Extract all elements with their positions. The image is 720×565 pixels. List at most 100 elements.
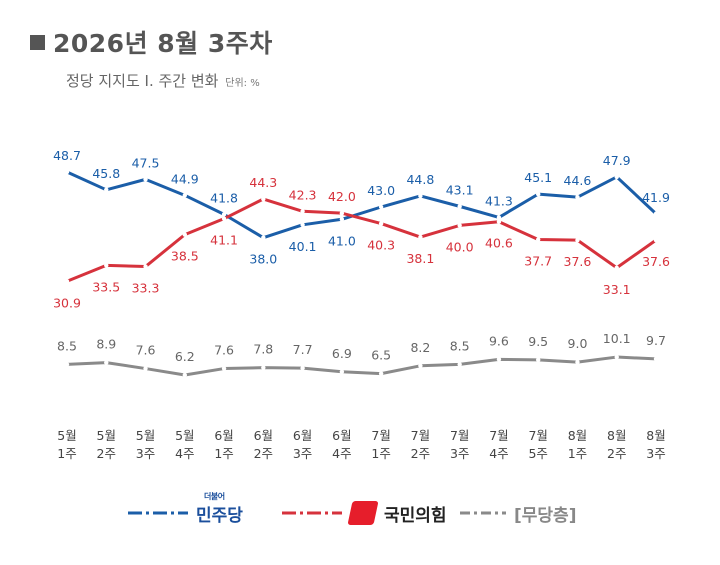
- chart-title: 2026년 8월 3주차: [30, 24, 273, 60]
- x-tick-month-1: 5월: [97, 428, 116, 443]
- data-label-ppp-7: 42.0: [328, 189, 356, 204]
- point-ppp-7: [339, 210, 345, 216]
- point-dem-4: [221, 212, 227, 217]
- data-label-ppp-13: 37.6: [564, 254, 592, 269]
- data-label-ind-10: 8.5: [450, 338, 470, 353]
- x-tick-month-0: 5월: [57, 428, 76, 443]
- x-tick-week-12: 5주: [528, 446, 547, 461]
- data-label-dem-7: 41.0: [328, 233, 356, 248]
- point-dem-12: [536, 191, 541, 197]
- data-label-dem-12: 45.1: [524, 170, 552, 185]
- data-label-ind-8: 6.5: [371, 348, 391, 363]
- x-tick-month-13: 8월: [568, 428, 587, 443]
- data-label-ppp-5: 44.3: [249, 175, 277, 190]
- line-chart: 48.7 45.8 47.5 44.9 41.8 38.0 40.1 41.0 43.0 44.8…: [53, 148, 670, 461]
- point-dem-8: [378, 204, 384, 210]
- x-tick-month-5: 6월: [254, 428, 273, 443]
- point-ind-15: [653, 356, 659, 362]
- data-label-dem-11: 41.3: [485, 193, 513, 208]
- title-square-icon: [30, 35, 45, 50]
- point-ppp-2: [143, 264, 148, 269]
- data-label-ppp-14: 33.1: [603, 282, 631, 297]
- x-tick-week-14: 2주: [607, 446, 626, 461]
- data-label-dem-3: 44.9: [171, 171, 199, 186]
- legend-label-ppp: 국민의힘: [384, 505, 447, 526]
- data-label-ind-6: 7.7: [293, 342, 313, 357]
- data-label-dem-0: 48.7: [53, 148, 81, 163]
- point-dem-9: [418, 193, 423, 199]
- legend-label-independent: [무당층]: [514, 505, 577, 526]
- x-tick-month-14: 8월: [607, 428, 626, 443]
- data-label-ppp-12: 37.7: [524, 254, 552, 269]
- point-ind-9: [418, 363, 423, 368]
- legend-line-ppp: [282, 511, 342, 515]
- point-ppp-9: [418, 234, 423, 240]
- x-tick-week-13: 1주: [568, 446, 587, 461]
- data-label-ind-9: 8.2: [410, 340, 430, 355]
- data-label-ind-13: 9.0: [568, 336, 588, 351]
- data-label-dem-13: 44.6: [564, 173, 592, 188]
- data-label-dem-1: 45.8: [92, 166, 120, 181]
- data-label-ind-15: 9.7: [646, 333, 666, 348]
- x-tick-month-10: 7월: [450, 428, 469, 443]
- legend-item-democratic: 더불어 민주당: [128, 491, 243, 531]
- data-label-ppp-9: 38.1: [406, 251, 434, 266]
- data-label-dem-14: 47.9: [603, 153, 631, 168]
- x-tick-week-5: 2주: [254, 446, 273, 461]
- data-label-ind-0: 8.5: [57, 338, 77, 353]
- data-label-dem-4: 41.8: [210, 190, 238, 205]
- legend-label-democratic: 더불어 민주당: [196, 491, 243, 526]
- x-tick-month-11: 7월: [489, 428, 508, 443]
- x-tick-week-7: 4주: [332, 446, 351, 461]
- point-ppp-15: [653, 237, 659, 243]
- unit-label: 단위: %: [225, 78, 260, 89]
- x-tick-month-15: 8월: [646, 428, 665, 443]
- data-label-dem-15: 41.9: [642, 190, 670, 205]
- x-tick-week-8: 1주: [371, 446, 390, 461]
- point-dem-2: [143, 177, 148, 182]
- point-dem-11: [496, 215, 502, 220]
- point-ind-8: [378, 371, 384, 376]
- point-ppp-1: [104, 263, 109, 268]
- point-ppp-8: [378, 221, 384, 226]
- data-label-dem-5: 38.0: [249, 252, 277, 267]
- subtitle-text: 정당 지지도 Ⅰ. 주간 변화: [66, 72, 219, 90]
- point-ppp-11: [496, 219, 502, 224]
- point-ppp-4: [221, 216, 227, 221]
- point-ind-5: [261, 365, 266, 370]
- point-dem-14: [614, 174, 619, 180]
- x-tick-month-4: 6월: [214, 428, 233, 443]
- point-ind-6: [300, 365, 305, 371]
- x-tick-week-1: 2주: [97, 446, 116, 461]
- data-label-dem-10: 43.1: [446, 182, 474, 197]
- point-ind-11: [496, 357, 502, 362]
- data-label-dem-2: 47.5: [132, 155, 160, 170]
- data-label-ind-5: 7.8: [253, 342, 273, 357]
- data-label-ind-1: 8.9: [96, 337, 116, 352]
- point-ind-4: [221, 366, 227, 371]
- x-tick-month-8: 7월: [371, 428, 390, 443]
- data-label-dem-8: 43.0: [367, 183, 395, 198]
- point-ppp-13: [575, 237, 580, 243]
- point-ppp-10: [457, 223, 462, 228]
- point-ppp-3: [182, 232, 187, 237]
- point-ind-7: [339, 369, 345, 374]
- data-label-ppp-4: 41.1: [210, 233, 238, 248]
- point-ind-10: [457, 362, 462, 367]
- data-label-ind-11: 9.6: [489, 333, 509, 348]
- data-label-ppp-11: 40.6: [485, 236, 513, 251]
- legend-item-ppp: 국민의힘: [282, 495, 447, 531]
- point-ppp-5: [261, 196, 266, 202]
- legend-line-democratic: [128, 511, 188, 515]
- x-tick-week-10: 3주: [450, 446, 469, 461]
- point-ppp-6: [300, 209, 305, 214]
- data-label-dem-9: 44.8: [406, 172, 434, 187]
- point-dem-5: [261, 235, 266, 240]
- x-tick-week-3: 4주: [175, 446, 194, 461]
- data-label-ppp-8: 40.3: [367, 238, 395, 253]
- title-text: 2026년 8월 3주차: [53, 29, 273, 58]
- x-tick-week-15: 3주: [646, 446, 665, 461]
- x-tick-month-6: 6월: [293, 428, 312, 443]
- x-tick-week-11: 4주: [489, 446, 508, 461]
- data-label-dem-6: 40.1: [289, 239, 317, 254]
